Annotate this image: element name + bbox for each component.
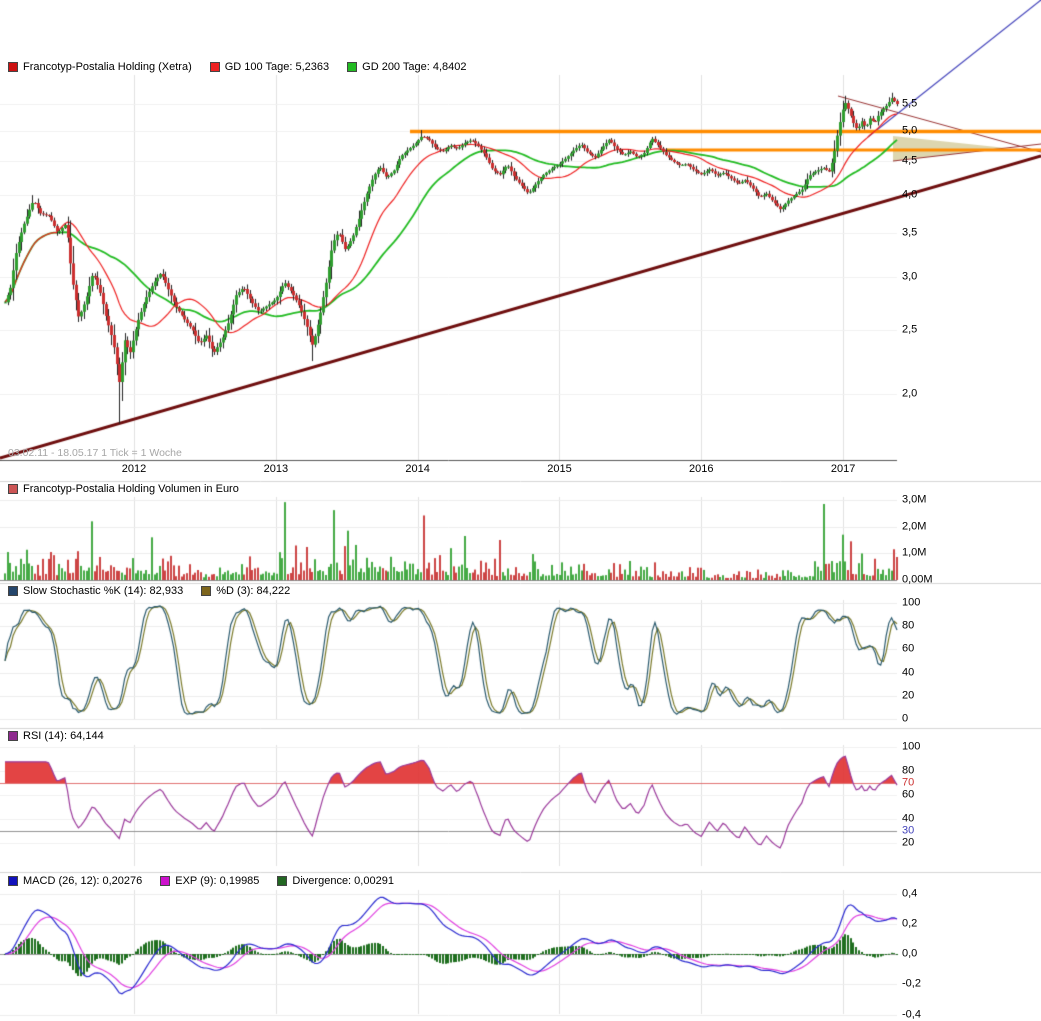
x-tick-label: 2015 bbox=[547, 463, 572, 475]
y-tick-label: 2,5 bbox=[902, 323, 918, 336]
date-range-caption: 03.02.11 - 18.05.17 1 Tick = 1 Woche bbox=[8, 447, 182, 459]
y-tick-label: 20 bbox=[902, 836, 915, 849]
legend-item: MACD (26, 12): 0,20276 bbox=[8, 875, 142, 887]
legend-label: MACD (26, 12): 0,20276 bbox=[23, 875, 143, 887]
series-color-swatch bbox=[8, 484, 18, 494]
series-color-swatch bbox=[160, 876, 171, 886]
series-color-swatch bbox=[277, 876, 288, 886]
series-color-swatch bbox=[347, 62, 358, 72]
series-color-swatch bbox=[8, 731, 18, 741]
legend-label: Francotyp-Postalia Holding Volumen in Eu… bbox=[23, 483, 239, 495]
legend-item: Francotyp-Postalia Holding Volumen in Eu… bbox=[8, 483, 239, 495]
y-tick-label: -0,4 bbox=[902, 1008, 921, 1020]
rsi-legend: RSI (14): 64,144 bbox=[8, 730, 104, 742]
price-legend: Francotyp-Postalia Holding (Xetra) GD 100… bbox=[8, 61, 467, 73]
legend-item: RSI (14): 64,144 bbox=[8, 730, 104, 742]
legend-label: Francotyp-Postalia Holding (Xetra) bbox=[23, 61, 192, 73]
legend-item: %D (3): 84,222 bbox=[201, 585, 290, 597]
legend-label: GD 200 Tage: 4,8402 bbox=[362, 61, 467, 73]
y-tick-label: 80 bbox=[902, 619, 915, 632]
y-tick-label: 60 bbox=[902, 642, 915, 655]
y-tick-label: 100 bbox=[902, 740, 921, 753]
y-tick-label: 1,0M bbox=[902, 546, 927, 559]
macd-legend: MACD (26, 12): 0,20276 EXP (9): 0,19985 Di… bbox=[8, 875, 394, 887]
legend-label: %D (3): 84,222 bbox=[216, 585, 291, 597]
series-color-swatch bbox=[209, 62, 220, 72]
y-tick-label: 2,0M bbox=[902, 520, 927, 533]
legend-label: RSI (14): 64,144 bbox=[23, 730, 104, 742]
y-tick-label: 3,0M bbox=[902, 493, 927, 506]
legend-label: Divergence: 0,00291 bbox=[292, 875, 394, 887]
y-tick-label: 3,0 bbox=[902, 270, 918, 283]
volume-legend: Francotyp-Postalia Holding Volumen in Eu… bbox=[8, 483, 239, 495]
x-tick-label: 2016 bbox=[689, 463, 714, 475]
y-tick-label: 4,5 bbox=[902, 154, 918, 167]
x-tick-label: 2017 bbox=[830, 463, 856, 475]
y-tick-label: 70 bbox=[902, 776, 915, 789]
legend-item: GD 200 Tage: 4,8402 bbox=[347, 61, 467, 73]
y-tick-label: 2,0 bbox=[902, 387, 918, 399]
stochastic-legend: Slow Stochastic %K (14): 82,933 %D (3): 8… bbox=[8, 585, 290, 597]
legend-item: EXP (9): 0,19985 bbox=[160, 875, 259, 887]
y-tick-label: 0,0 bbox=[902, 947, 918, 960]
y-tick-label: 5,0 bbox=[902, 124, 918, 137]
x-tick-label: 2013 bbox=[263, 463, 289, 475]
y-tick-label: 20 bbox=[902, 689, 915, 702]
y-tick-label: 0,4 bbox=[902, 887, 918, 899]
legend-item: Francotyp-Postalia Holding (Xetra) bbox=[8, 61, 192, 73]
x-tick-label: 2012 bbox=[121, 463, 147, 475]
x-tick-label: 2014 bbox=[405, 463, 430, 475]
y-tick-label: 30 bbox=[902, 824, 915, 837]
y-tick-label: -0,2 bbox=[902, 977, 921, 990]
legend-label: Slow Stochastic %K (14): 82,933 bbox=[23, 585, 184, 597]
legend-item: GD 100 Tage: 5,2363 bbox=[209, 61, 330, 73]
y-tick-label: 0 bbox=[902, 712, 909, 725]
series-color-swatch bbox=[8, 876, 18, 886]
legend-item: Divergence: 0,00291 bbox=[277, 875, 394, 887]
y-tick-label: 40 bbox=[902, 812, 915, 825]
y-tick-label: 3,5 bbox=[902, 226, 918, 239]
legend-label: GD 100 Tage: 5,2363 bbox=[224, 61, 330, 73]
y-tick-label: 0,00M bbox=[902, 573, 933, 586]
series-color-swatch bbox=[8, 586, 18, 596]
y-tick-label: 0,2 bbox=[902, 917, 918, 930]
y-tick-label: 80 bbox=[902, 764, 915, 777]
y-tick-label: 100 bbox=[902, 596, 921, 609]
series-color-swatch bbox=[8, 62, 18, 72]
series-color-swatch bbox=[201, 586, 212, 596]
y-tick-label: 4,0 bbox=[902, 188, 918, 201]
y-tick-label: 5,5 bbox=[902, 97, 918, 110]
y-tick-label: 60 bbox=[902, 788, 915, 801]
y-tick-label: 40 bbox=[902, 666, 915, 679]
legend-item: Slow Stochastic %K (14): 82,933 bbox=[8, 585, 183, 597]
legend-label: EXP (9): 0,19985 bbox=[175, 875, 260, 887]
